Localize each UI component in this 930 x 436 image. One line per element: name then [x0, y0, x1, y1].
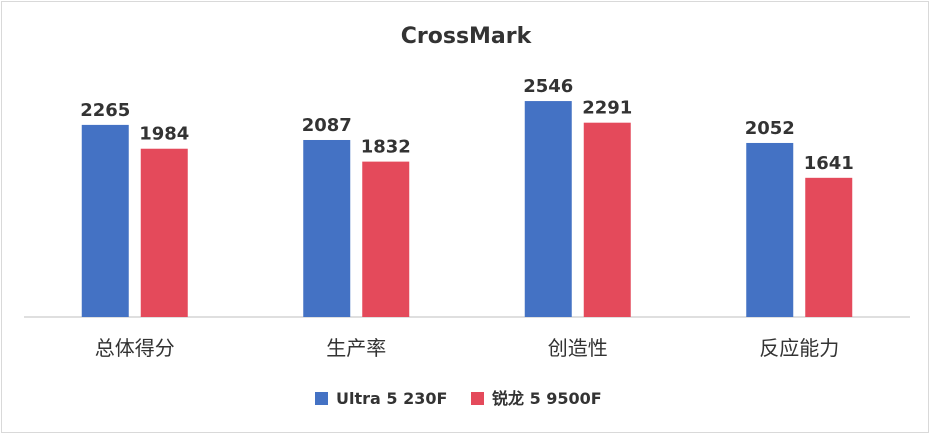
bar-series-1 — [303, 139, 351, 317]
bar-series-2 — [140, 148, 188, 317]
legend-swatch — [315, 392, 328, 405]
bar-series-1 — [524, 101, 572, 317]
legend-label: Ultra 5 230F — [336, 389, 447, 408]
bar-value-label: 2052 — [745, 118, 795, 139]
legend-swatch — [471, 392, 484, 405]
category-label: 生产率 — [326, 336, 386, 360]
bar-value-label: 1984 — [139, 124, 189, 145]
bar-value-label: 2291 — [582, 98, 632, 119]
category-label: 总体得分 — [95, 336, 175, 360]
legend-label: 锐龙 5 9500F — [492, 389, 602, 408]
category-label: 创造性 — [548, 336, 608, 360]
bar-value-label: 1641 — [804, 153, 854, 174]
bar-value-label: 1832 — [361, 137, 411, 158]
bar-value-label: 2087 — [302, 115, 352, 136]
value-labels-group: 2265 1984 2087 1832 2546 2291 2052 1641 — [80, 76, 854, 174]
bar-value-label: 2546 — [523, 76, 573, 97]
bar-series-2 — [362, 161, 410, 317]
bar-series-2 — [583, 122, 631, 317]
bar-series-1 — [81, 124, 129, 318]
chart-title: CrossMark — [401, 24, 533, 49]
bar-series-1 — [746, 142, 794, 317]
category-labels-group: 总体得分 生产率 创造性 反应能力 — [95, 336, 840, 360]
bars-group — [81, 101, 853, 318]
bar-value-label: 2265 — [80, 100, 130, 121]
bar-series-2 — [805, 177, 853, 317]
category-label: 反应能力 — [759, 336, 839, 360]
legend: Ultra 5 230F 锐龙 5 9500F — [315, 389, 602, 408]
